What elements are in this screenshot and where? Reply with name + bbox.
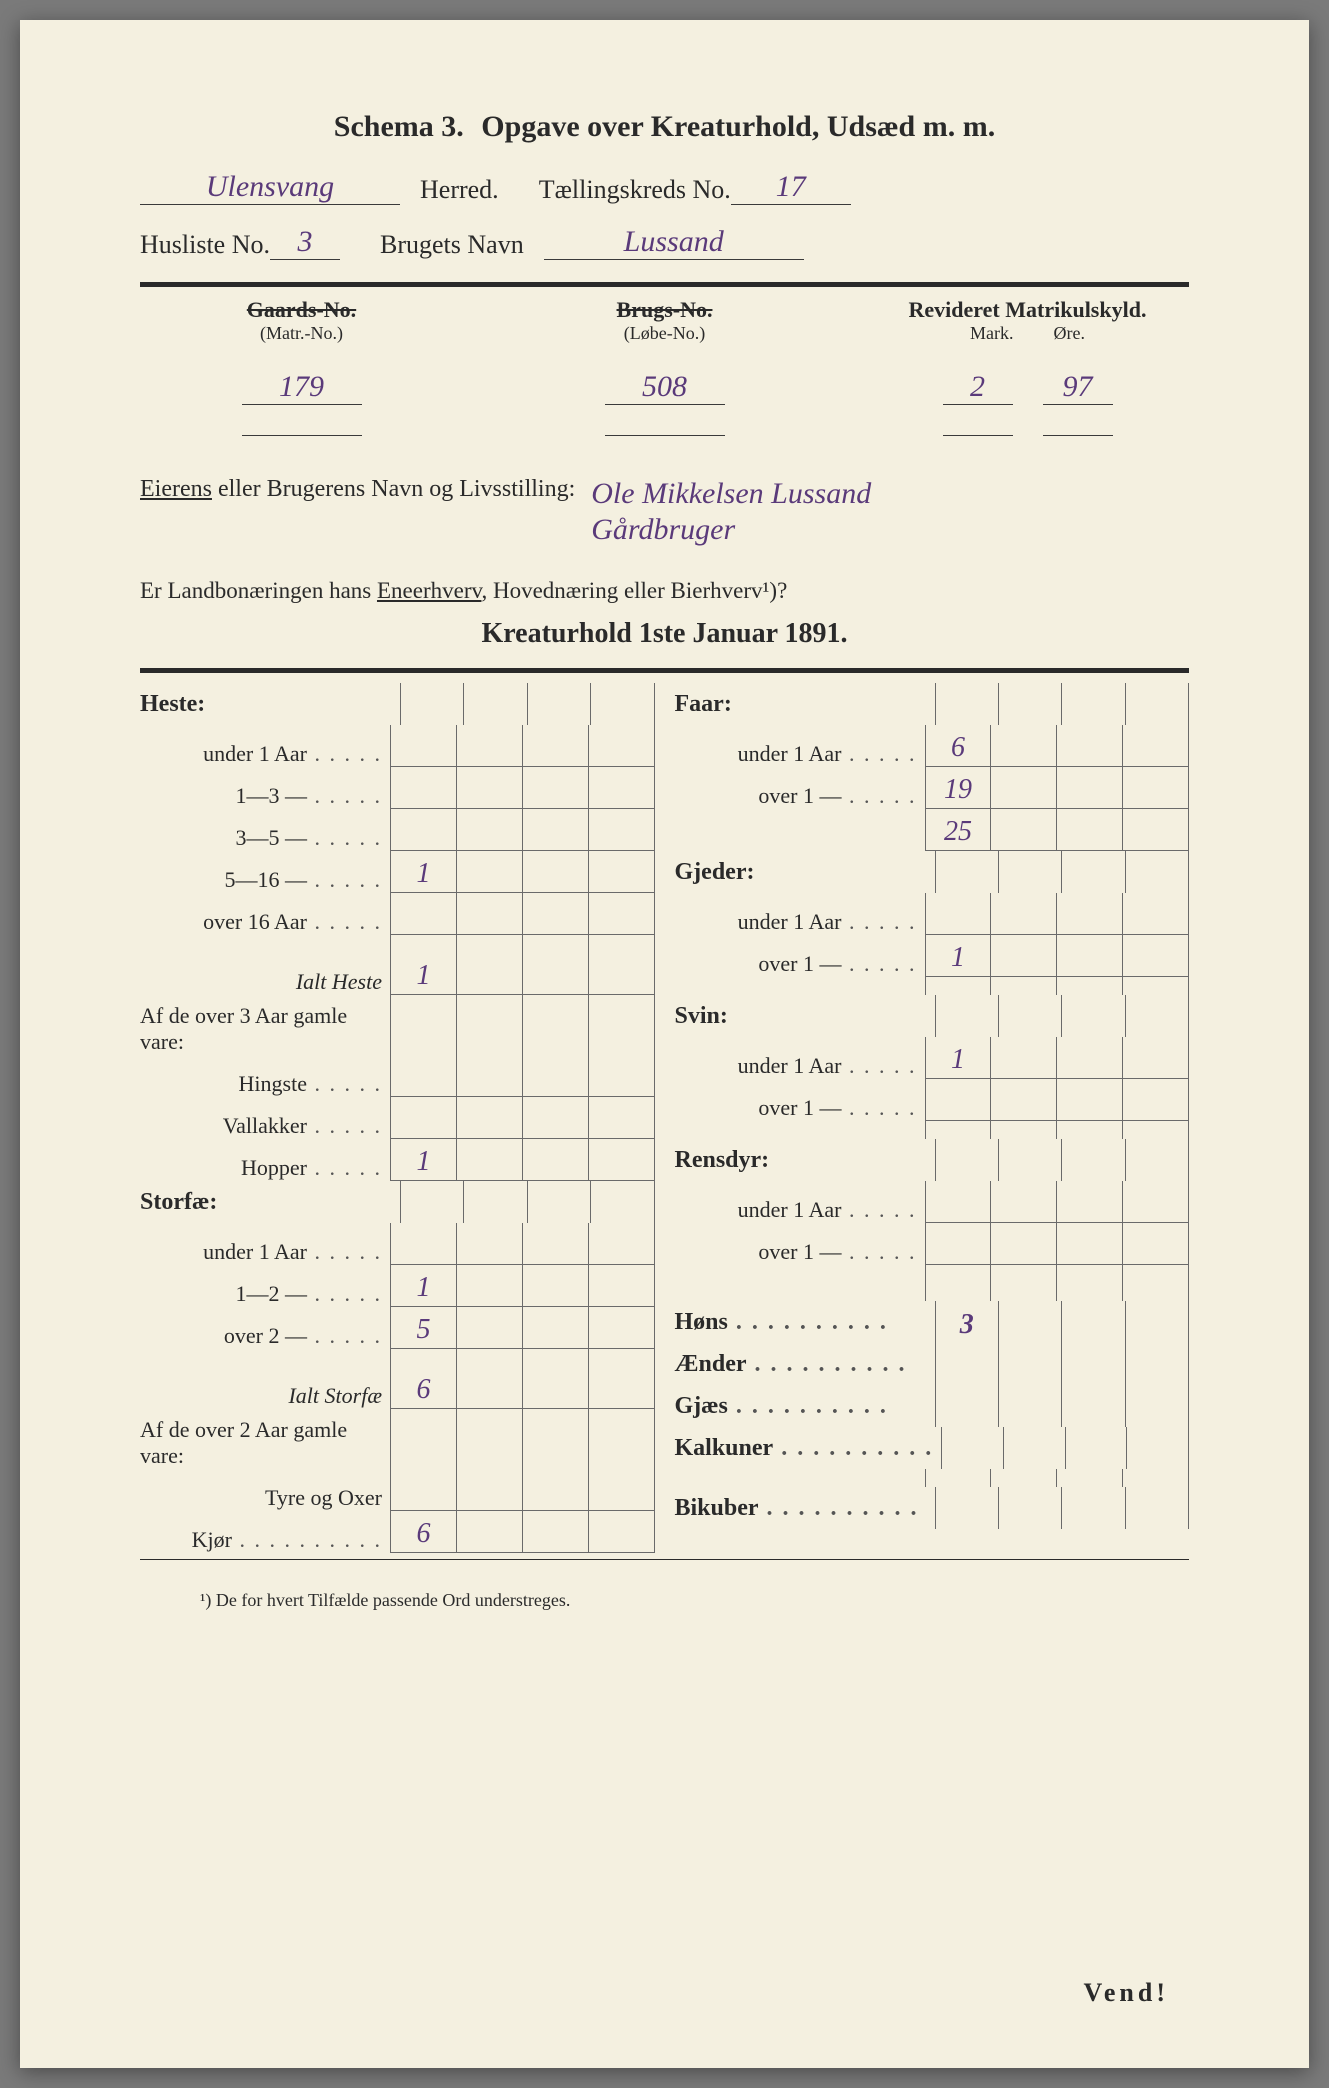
heste-row-2: 3—5 — <box>140 809 655 851</box>
ore-blank <box>1043 433 1113 436</box>
rule-thick-2 <box>140 668 1189 673</box>
gjeder-row-1: over 1 —1 <box>675 935 1190 977</box>
bikuber-row: Bikuber <box>675 1487 1190 1529</box>
husliste-label: Husliste No. <box>140 230 270 260</box>
storfae-total: Ialt Storfæ6 <box>140 1367 655 1409</box>
tkreds-value: 17 <box>731 172 851 205</box>
heste-row-3: 5—16 —1 <box>140 851 655 893</box>
herred-value: Ulensvang <box>140 172 400 205</box>
livestock-right: Faar: under 1 Aar6 over 1 —19 25 Gjeder:… <box>665 683 1190 1553</box>
gjeder-head: Gjeder: <box>675 851 1190 893</box>
owner-value: Ole Mikkelsen Lussand Gårdbruger <box>575 476 1189 548</box>
heste-sub-0: Hingste <box>140 1055 655 1097</box>
storfae-head: Storfæ: <box>140 1181 655 1223</box>
livestock-left: Heste: under 1 Aar 1—3 — 3—5 — 5—16 —1 o… <box>140 683 665 1553</box>
owner-label-rest: eller Brugerens Navn og Livsstilling: <box>212 476 575 502</box>
page-title: Schema 3. Opgave over Kreaturhold, Udsæd… <box>140 110 1189 144</box>
faar-head: Faar: <box>675 683 1190 725</box>
rensdyr-head: Rensdyr: <box>675 1139 1190 1181</box>
ore-label: Øre. <box>1054 323 1085 344</box>
storfae-sub-0: Tyre og Oxer <box>140 1469 655 1511</box>
gjeder-row-0: under 1 Aar <box>675 893 1190 935</box>
header-row-2: Husliste No. 3 Brugets Navn Lussand <box>140 227 1189 260</box>
svin-row-0: under 1 Aar1 <box>675 1037 1190 1079</box>
owner-occupation: Gårdbruger <box>591 512 1189 548</box>
husliste-value: 3 <box>270 227 340 260</box>
matrikul-col-3: Revideret Matrikulskyld. Mark. Øre. 2 97 <box>866 297 1189 436</box>
schema-label: Schema 3. <box>334 110 464 143</box>
occ-post: , Hovednæring eller Bierhverv¹)? <box>481 578 787 603</box>
rensdyr-row-1: over 1 — <box>675 1223 1190 1265</box>
brugs-value: 508 <box>605 372 725 405</box>
svin-head: Svin: <box>675 995 1190 1037</box>
vend-label: Vend! <box>1083 1978 1169 2008</box>
occupation-question: Er Landbonæringen hans Eneerhverv, Hoved… <box>140 578 1189 604</box>
census-form-page: Schema 3. Opgave over Kreaturhold, Udsæd… <box>20 20 1309 2068</box>
matskyld-head: Revideret Matrikulskyld. <box>866 297 1189 323</box>
header-row-1: Ulensvang Herred. Tællingskreds No. 17 <box>140 172 1189 205</box>
matrikul-col-2: Brugs-No. (Løbe-No.) 508 <box>503 297 826 436</box>
title-main: Opgave over Kreaturhold, Udsæd m. m. <box>481 110 995 143</box>
rensdyr-row-0: under 1 Aar <box>675 1181 1190 1223</box>
storfae-row-0: under 1 Aar <box>140 1223 655 1265</box>
section-title: Kreaturhold 1ste Januar 1891. <box>140 618 1189 650</box>
gaards-blank <box>242 433 362 436</box>
mark-label: Mark. <box>970 323 1014 344</box>
heste-sub-head: Af de over 3 Aar gamle vare: <box>140 1013 655 1055</box>
owner-name: Ole Mikkelsen Lussand <box>591 476 1189 512</box>
brugets-value: Lussand <box>544 227 804 260</box>
rule-thick-1 <box>140 282 1189 287</box>
heste-row-4: over 16 Aar <box>140 893 655 935</box>
brugs-blank <box>605 433 725 436</box>
heste-sub-2: Hopper1 <box>140 1139 655 1181</box>
brugs-sub: (Løbe-No.) <box>503 323 826 344</box>
occ-ul: Eneerhverv <box>377 578 482 603</box>
ore-value: 97 <box>1043 372 1113 405</box>
livestock-area: Heste: under 1 Aar 1—3 — 3—5 — 5—16 —1 o… <box>140 683 1189 1553</box>
heste-total: Ialt Heste1 <box>140 953 655 995</box>
footnote: ¹) De for hvert Tilfælde passende Ord un… <box>140 1590 1189 1611</box>
rule-thin-footer <box>140 1559 1189 1560</box>
gaards-sub: (Matr.-No.) <box>140 323 463 344</box>
matrikul-block: Gaards-No. (Matr.-No.) 179 Brugs-No. (Lø… <box>140 297 1189 436</box>
occ-pre: Er Landbonæringen hans <box>140 578 377 603</box>
brugs-head: Brugs-No. <box>503 297 826 323</box>
faar-extra: 25 <box>675 809 1190 851</box>
gaards-head: Gaards-No. <box>140 297 463 323</box>
svin-row-1: over 1 — <box>675 1079 1190 1121</box>
hons-row: Høns3 <box>675 1301 1190 1343</box>
storfae-row-1: 1—2 —1 <box>140 1265 655 1307</box>
owner-label-ul: Eierens <box>140 476 212 502</box>
herred-label: Herred. <box>420 175 499 205</box>
faar-row-1: over 1 —19 <box>675 767 1190 809</box>
heste-sub-1: Vallakker <box>140 1097 655 1139</box>
gjaes-row: Gjæs <box>675 1385 1190 1427</box>
storfae-row-2: over 2 —5 <box>140 1307 655 1349</box>
storfae-sub-head: Af de over 2 Aar gamle vare: <box>140 1427 655 1469</box>
mark-blank <box>943 433 1013 436</box>
brugets-label: Brugets Navn <box>380 230 524 260</box>
heste-row-1: 1—3 — <box>140 767 655 809</box>
heste-row-0: under 1 Aar <box>140 725 655 767</box>
tkreds-label: Tællingskreds No. <box>539 175 731 205</box>
faar-row-0: under 1 Aar6 <box>675 725 1190 767</box>
owner-label: Eierens eller Brugerens Navn og Livsstil… <box>140 476 575 503</box>
owner-block: Eierens eller Brugerens Navn og Livsstil… <box>140 476 1189 548</box>
gaards-value: 179 <box>242 372 362 405</box>
matrikul-col-1: Gaards-No. (Matr.-No.) 179 <box>140 297 463 436</box>
storfae-sub-1: Kjør6 <box>140 1511 655 1553</box>
aender-row: Ænder <box>675 1343 1190 1385</box>
kalkuner-row: Kalkuner <box>675 1427 1190 1469</box>
heste-head: Heste: <box>140 683 655 725</box>
mark-value: 2 <box>943 372 1013 405</box>
